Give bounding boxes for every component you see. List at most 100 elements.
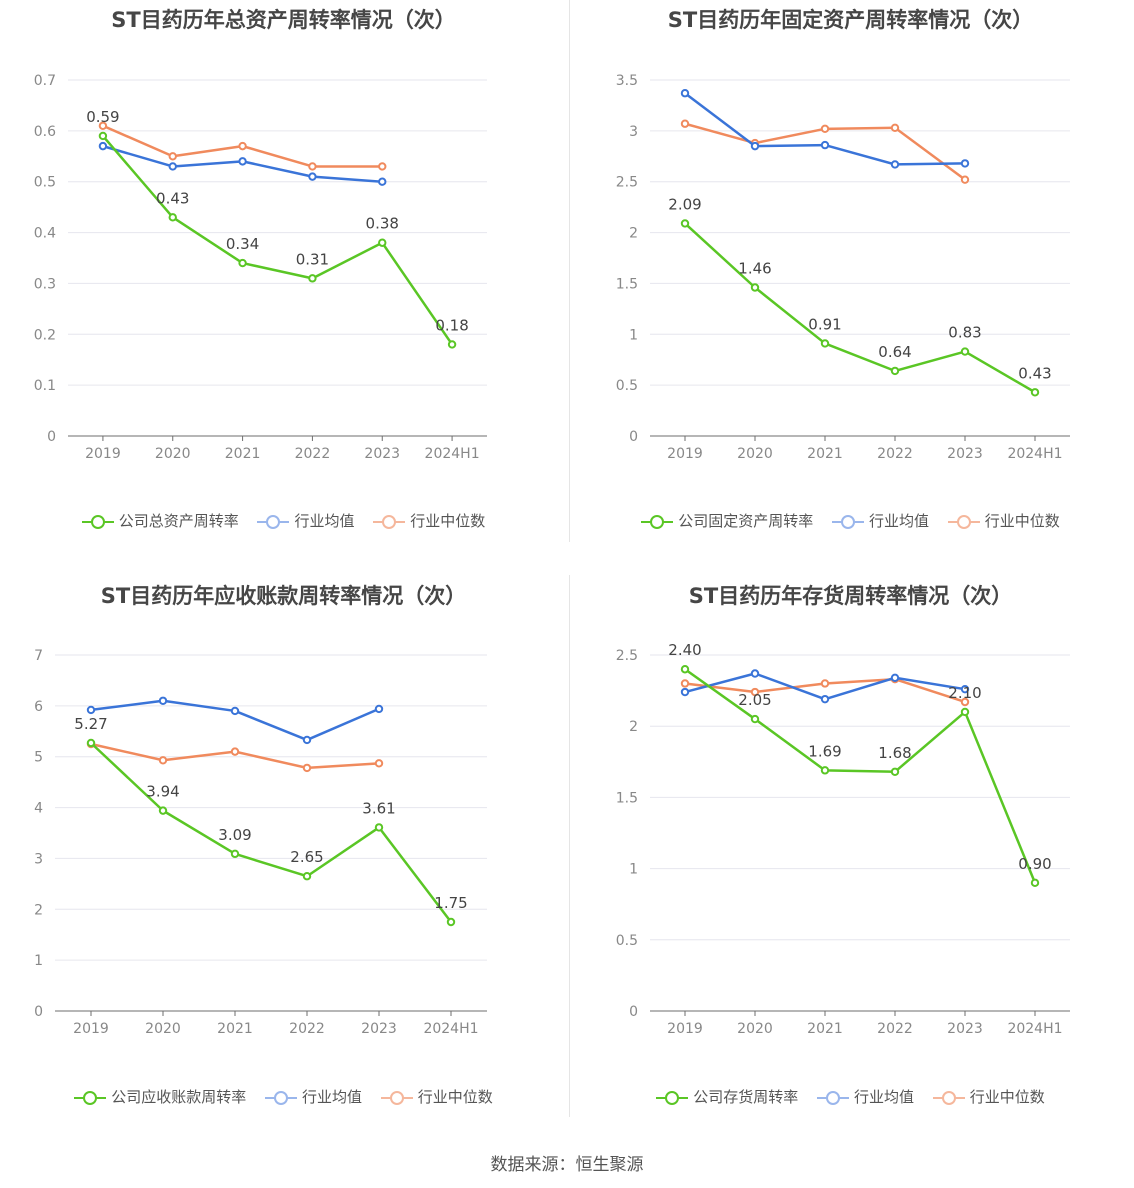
data-point-median	[374, 759, 384, 768]
data-point-company	[378, 238, 387, 247]
y-tick-label: 0.6	[34, 124, 56, 140]
legend-circle-icon	[257, 514, 290, 529]
data-label: 2.09	[668, 195, 701, 213]
data-point-company	[238, 258, 247, 268]
y-tick-label: 1	[34, 953, 43, 969]
data-point-average	[378, 177, 387, 186]
chart-plot: 0 0.5 1 1.5 2 2.5 2019 2020 2021 2022 2023 2024H1 2.…	[616, 641, 1070, 1037]
y-tick-label: 0	[47, 429, 56, 445]
y-tick-label: 6	[34, 699, 43, 715]
x-tick-label: 2020	[737, 446, 773, 462]
legend-item-average[interactable]: 行业均值	[831, 510, 929, 531]
legend-item-company[interactable]: 公司存货周转率	[656, 1086, 798, 1107]
legend-circle-icon	[947, 514, 980, 529]
vertical-divider-bottom	[569, 575, 570, 1117]
legend-circle-icon	[932, 1090, 965, 1105]
y-tick-label: 2.5	[616, 175, 638, 191]
data-point-average	[158, 696, 168, 705]
y-tick-label: 1.5	[616, 790, 638, 806]
series-line-average	[90, 699, 380, 742]
series-line-company	[90, 742, 452, 923]
legend-item-median[interactable]: 行业中位数	[373, 510, 485, 531]
data-point-average	[98, 141, 108, 151]
data-label: 0.64	[878, 343, 911, 361]
x-tick-label: 2021	[225, 446, 261, 462]
data-label: 0.34	[226, 235, 259, 253]
data-point-average	[680, 687, 690, 697]
y-tick-label: 1	[629, 862, 638, 878]
data-point-average	[230, 706, 240, 716]
legend-item-company[interactable]: 公司总资产周转率	[81, 510, 239, 531]
legend-item-average[interactable]: 行业均值	[257, 510, 355, 531]
x-tick-label: 2019	[667, 1021, 703, 1037]
data-point-median	[378, 162, 387, 171]
data-point-average	[238, 157, 247, 166]
data-point-average	[890, 160, 900, 169]
legend-item-average[interactable]: 行业均值	[264, 1086, 362, 1107]
chart-panel-inventory: ST目药历年存货周转率情况（次） 0 0.5 1 1.5 2 2.5 2019 2020 202…	[567, 576, 1134, 1152]
data-point-average	[820, 694, 830, 704]
data-point-company	[820, 766, 830, 775]
data-point-company	[158, 806, 168, 815]
data-point-company	[1030, 878, 1040, 888]
y-tick-label: 0.4	[34, 226, 56, 242]
legend-item-average[interactable]: 行业均值	[816, 1086, 914, 1107]
data-point-average	[890, 673, 900, 682]
y-tick-label: 0	[629, 1004, 638, 1020]
series-line-company	[101, 135, 454, 346]
data-label: 1.69	[808, 742, 841, 760]
data-label: 3.94	[146, 783, 179, 801]
legend-circle-icon	[816, 1090, 849, 1105]
y-tick-label: 0	[34, 1004, 43, 1020]
chart-legend: 公司固定资产周转率 行业均值 行业中位数	[567, 510, 1134, 531]
y-tick-label: 0.7	[34, 73, 56, 89]
data-point-average	[168, 162, 177, 171]
legend-item-median[interactable]: 行业中位数	[947, 510, 1060, 531]
chart-plot: 0 0.1 0.2 0.3 0.4 0.5 0.6 0.7 2019 2020 2021 2022 20…	[34, 73, 487, 462]
data-point-average	[374, 704, 384, 714]
data-point-average	[750, 669, 760, 678]
chart-legend: 公司存货周转率 行业均值 行业中位数	[567, 1086, 1134, 1107]
y-tick-label: 1.5	[616, 276, 638, 292]
data-point-median	[302, 763, 312, 773]
y-tick-label: 4	[34, 801, 43, 817]
y-tick-label: 0.5	[616, 378, 638, 394]
legend-circle-icon	[81, 514, 114, 529]
data-source-note: 数据来源：恒生聚源	[490, 1155, 644, 1175]
x-tick-label: 2024H1	[1007, 1021, 1062, 1037]
data-point-average	[308, 172, 317, 181]
data-point-company	[308, 274, 317, 283]
chart-legend: 公司应收账款周转率 行业均值 行业中位数	[0, 1086, 567, 1107]
data-point-median	[750, 687, 760, 697]
chart-panel-total-assets: ST目药历年总资产周转率情况（次） 0 0.1 0.2 0.3 0.4 0.5 0.6 0.7…	[0, 0, 567, 576]
y-tick-label: 1	[629, 327, 638, 343]
legend-item-median[interactable]: 行业中位数	[932, 1086, 1045, 1107]
data-point-company	[446, 917, 456, 927]
data-point-company	[890, 366, 900, 376]
legend-circle-icon	[373, 514, 406, 529]
legend-item-median[interactable]: 行业中位数	[380, 1086, 493, 1107]
data-label: 2.05	[738, 691, 771, 709]
legend-circle-icon	[831, 514, 864, 529]
y-tick-label: 2	[629, 226, 638, 242]
data-label: 2.10	[948, 684, 981, 702]
data-point-average	[680, 89, 690, 98]
data-point-median	[960, 697, 970, 707]
y-tick-label: 3	[34, 851, 43, 867]
data-point-median	[238, 141, 247, 151]
data-point-average	[86, 705, 96, 715]
legend-item-company[interactable]: 公司固定资产周转率	[641, 510, 813, 531]
x-tick-label: 2019	[73, 1021, 109, 1037]
legend-item-company[interactable]: 公司应收账款周转率	[74, 1086, 246, 1107]
chart-legend: 公司总资产周转率 行业均值 行业中位数	[0, 510, 567, 531]
x-tick-label: 2023	[947, 1021, 983, 1037]
data-label: 0.31	[296, 250, 329, 268]
chart-title: ST目药历年总资产周转率情况（次）	[111, 8, 456, 32]
data-point-company	[890, 767, 900, 776]
x-tick-label: 2021	[807, 446, 843, 462]
data-label: 0.43	[156, 189, 189, 207]
data-label: 3.09	[218, 826, 251, 844]
data-point-median	[98, 121, 108, 130]
x-tick-label: 2024H1	[425, 446, 480, 462]
data-label: 0.38	[366, 215, 399, 233]
